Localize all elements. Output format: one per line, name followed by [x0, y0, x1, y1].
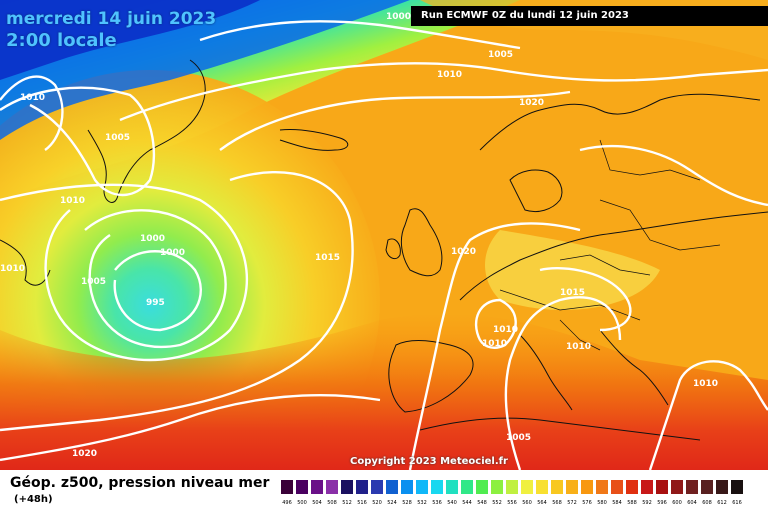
- scale-swatch: [476, 480, 488, 494]
- isobar-label: 1015: [315, 253, 340, 263]
- isobar-label: 1010: [437, 70, 462, 80]
- model-run-info: Run ECMWF 0Z du lundi 12 juin 2023: [411, 6, 768, 26]
- scale-swatch: [356, 480, 368, 494]
- scale-swatch: [386, 480, 398, 494]
- weather-map: 1000 1005 1010 1020 1010 1005 1010 1000 …: [0, 0, 768, 470]
- scale-label: 508: [327, 500, 337, 506]
- scale-swatch: [371, 480, 383, 494]
- scale-label: 616: [732, 500, 742, 506]
- isobar-label: 1000: [160, 248, 185, 258]
- color-scale-legend: 496 500 504 508 512 516 520 524 528 532 536 540 544 5…: [281, 480, 748, 508]
- polar-core: [0, 0, 260, 80]
- isobar-label: 1010: [493, 325, 518, 335]
- scale-label: 532: [417, 500, 427, 506]
- isobar-label: 1010: [566, 342, 591, 352]
- isobar-label: 1010: [482, 339, 507, 349]
- isobar-label: 1010: [0, 264, 25, 274]
- scale-swatch: [401, 480, 413, 494]
- isobar-label: 1020: [72, 449, 97, 459]
- scale-label: 512: [342, 500, 352, 506]
- isobar-label: 1005: [105, 133, 130, 143]
- scale-swatch: [611, 480, 623, 494]
- scale-label: 544: [462, 500, 472, 506]
- forecast-datetime: mercredi 14 juin 2023 2:00 locale: [6, 8, 216, 52]
- southern-warm-band: [0, 313, 768, 470]
- scale-swatch: [491, 480, 503, 494]
- scale-label: 588: [627, 500, 637, 506]
- scale-label: 608: [702, 500, 712, 506]
- scale-label: 572: [567, 500, 577, 506]
- scale-label: 580: [597, 500, 607, 506]
- scale-swatch: [716, 480, 728, 494]
- scale-swatch: [311, 480, 323, 494]
- scale-swatch: [281, 480, 293, 494]
- forecast-date: mercredi 14 juin 2023: [6, 9, 217, 29]
- scale-swatch: [551, 480, 563, 494]
- scale-label: 540: [447, 500, 457, 506]
- scale-label: 552: [492, 500, 502, 506]
- isobar-label: 1015: [560, 288, 585, 298]
- scale-label: 524: [387, 500, 397, 506]
- isobar-label: 1000: [386, 12, 411, 22]
- scale-label: 600: [672, 500, 682, 506]
- map-title: Géop. z500, pression niveau mer: [10, 475, 270, 491]
- scale-swatch: [686, 480, 698, 494]
- scale-swatch: [341, 480, 353, 494]
- borders: [499, 139, 721, 351]
- isobars: [0, 20, 768, 470]
- isobar-label: 1020: [451, 247, 476, 257]
- forecast-time: 2:00 locale: [6, 30, 117, 51]
- isobar-labels: 1000 1005 1010 1020 1010 1005 1010 1000 …: [0, 12, 718, 459]
- scale-label: 556: [507, 500, 517, 506]
- scale-label: 604: [687, 500, 697, 506]
- scale-label: 500: [297, 500, 307, 506]
- isobar-label: 1005: [81, 277, 106, 287]
- isobar-label: 995: [146, 298, 165, 308]
- scale-swatch: [446, 480, 458, 494]
- scale-swatch: [296, 480, 308, 494]
- scale-swatch: [431, 480, 443, 494]
- isobar-label: 1005: [506, 433, 531, 443]
- geopotential-field: 1000 1005 1010 1020 1010 1005 1010 1000 …: [0, 0, 768, 470]
- scale-swatch: [326, 480, 338, 494]
- scale-swatch: [521, 480, 533, 494]
- scale-swatch: [536, 480, 548, 494]
- copyright-notice: Copyright 2023 Meteociel.fr: [350, 456, 508, 467]
- scale-label: 560: [522, 500, 532, 506]
- map-footer: Géop. z500, pression niveau mer (+48h): [0, 470, 768, 512]
- scale-swatch: [416, 480, 428, 494]
- scale-label: 516: [357, 500, 367, 506]
- scale-swatch: [701, 480, 713, 494]
- scale-swatch: [626, 480, 638, 494]
- isobar-label: 1010: [693, 379, 718, 389]
- scale-label: 504: [312, 500, 322, 506]
- isobar-label: 1020: [519, 98, 544, 108]
- scale-swatch: [731, 480, 743, 494]
- scale-swatch: [596, 480, 608, 494]
- forecast-lead-time: (+48h): [14, 494, 53, 505]
- scale-label: 496: [282, 500, 292, 506]
- scale-swatch: [656, 480, 668, 494]
- scale-label: 596: [657, 500, 667, 506]
- scale-label: 576: [582, 500, 592, 506]
- scale-label: 612: [717, 500, 727, 506]
- scale-swatch: [566, 480, 578, 494]
- scale-swatch: [461, 480, 473, 494]
- scale-label: 564: [537, 500, 547, 506]
- scale-label: 568: [552, 500, 562, 506]
- isobar-label: 1000: [140, 234, 165, 244]
- isobar-label: 1010: [20, 93, 45, 103]
- scale-label: 584: [612, 500, 622, 506]
- isobar-label: 1010: [60, 196, 85, 206]
- scale-label: 528: [402, 500, 412, 506]
- scale-swatch: [581, 480, 593, 494]
- scale-swatch: [641, 480, 653, 494]
- scale-swatch: [506, 480, 518, 494]
- isobar-label: 1005: [488, 50, 513, 60]
- scale-label: 592: [642, 500, 652, 506]
- scale-label: 520: [372, 500, 382, 506]
- scale-swatch: [671, 480, 683, 494]
- scale-label: 548: [477, 500, 487, 506]
- scale-label: 536: [432, 500, 442, 506]
